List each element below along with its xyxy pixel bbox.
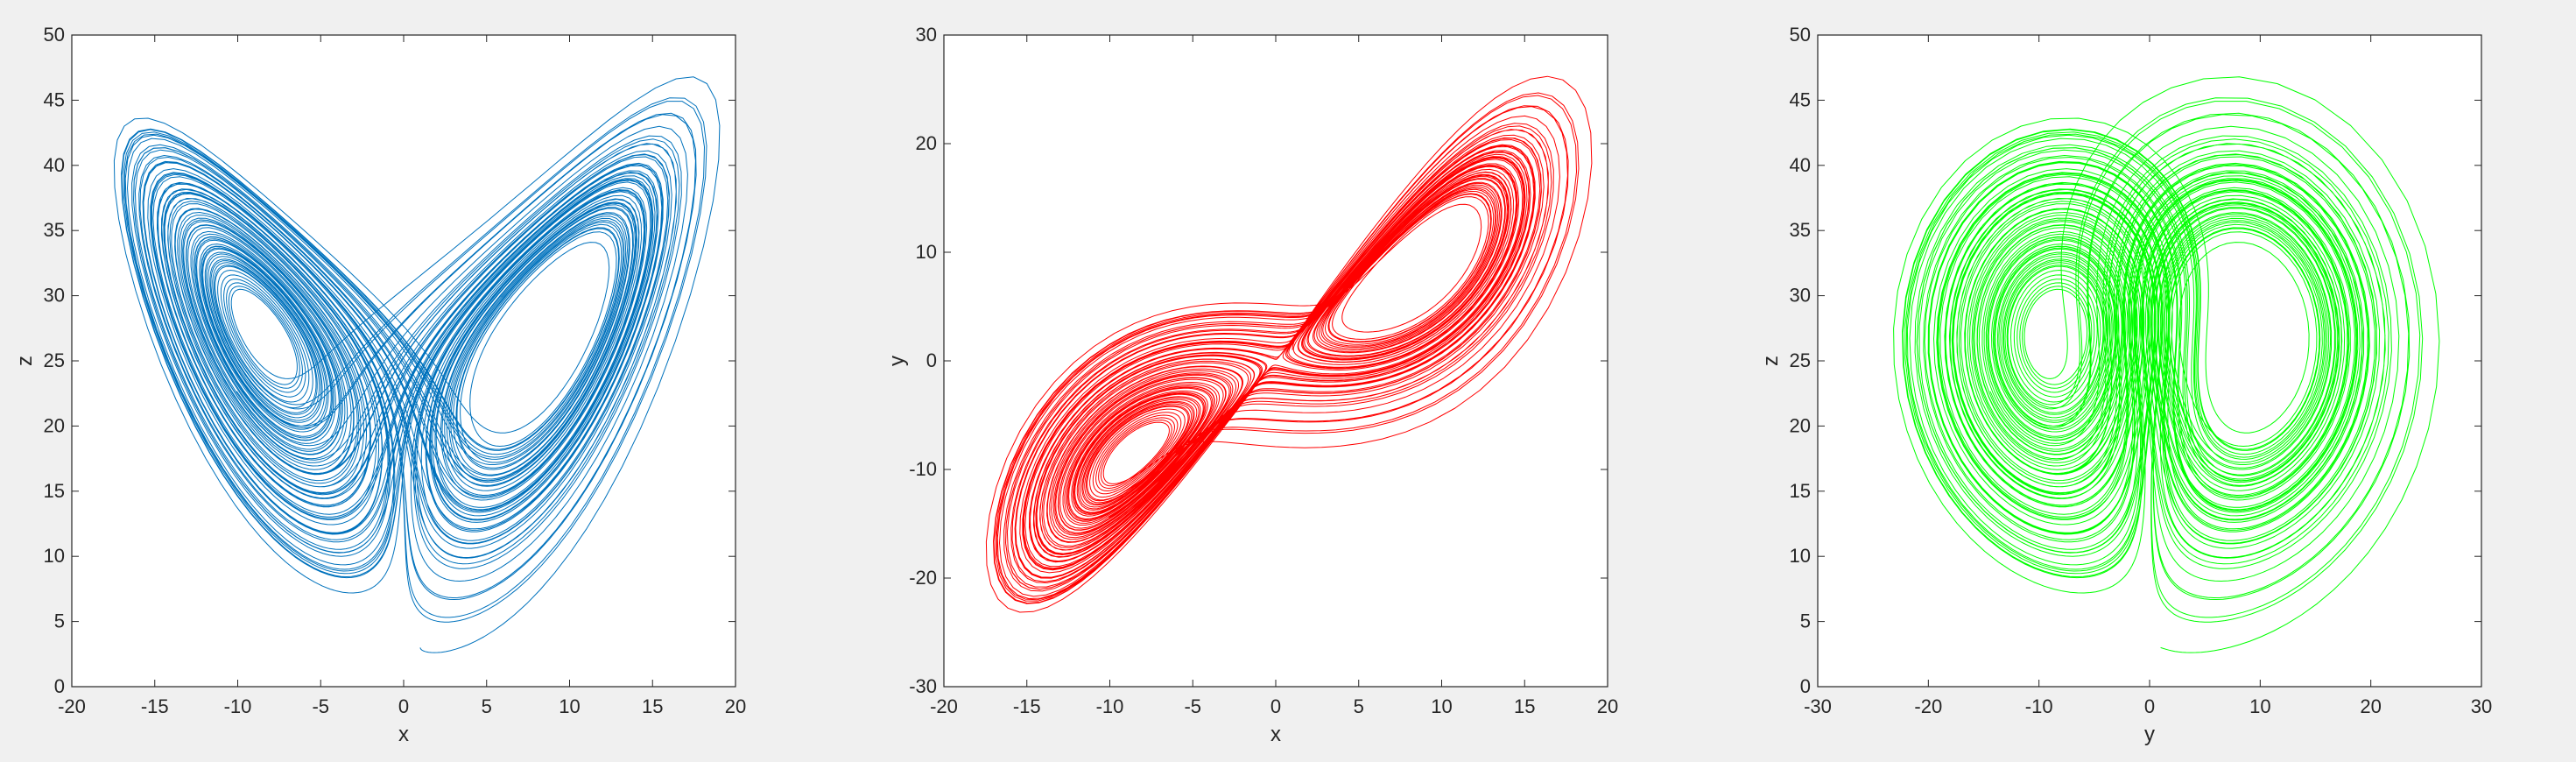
y-tick-label: 15 [1790, 480, 1811, 502]
x-axis-label-x-z: x [398, 723, 409, 746]
x-axis-label-x-y: x [1270, 723, 1281, 746]
x-tick-label: 15 [642, 695, 663, 717]
y-tick-label: 10 [44, 545, 65, 567]
trajectory-line [113, 76, 721, 653]
trajectory-y-z [1893, 76, 2440, 653]
x-tick-label: 15 [1514, 695, 1535, 717]
y-tick-label: 5 [54, 610, 65, 632]
x-tick-label: -5 [312, 695, 329, 717]
y-tick-label: 45 [1790, 88, 1811, 110]
y-tick-label: -30 [909, 675, 937, 697]
x-tick-label: -10 [1096, 695, 1124, 717]
x-tick-label: 20 [725, 695, 746, 717]
x-tick-label: 20 [1597, 695, 1618, 717]
x-tick-label: -5 [1184, 695, 1201, 717]
trajectory-line [1893, 76, 2440, 653]
y-tick-label: 15 [44, 480, 65, 502]
x-tick-label: -30 [1804, 695, 1832, 717]
y-tick-label: 5 [1800, 610, 1811, 632]
y-tick-label: -20 [909, 567, 937, 589]
x-axis-label-y-z: y [2144, 723, 2155, 746]
x-tick-label: -10 [224, 695, 252, 717]
y-tick-label: 0 [1800, 675, 1811, 697]
y-tick-label: 0 [54, 675, 65, 697]
trajectory-x-z [113, 76, 721, 653]
y-tick-label: 50 [1790, 24, 1811, 46]
y-tick-label: 25 [1790, 349, 1811, 371]
x-tick-label: -20 [1914, 695, 1942, 717]
x-tick-label: -20 [930, 695, 958, 717]
y-tick-label: 40 [1790, 154, 1811, 176]
axes-x-z: -20 -15 -10 -5 0 5 10 15 2005101520253035404550 … [13, 24, 746, 746]
x-tick-label: 10 [2249, 695, 2270, 717]
x-tick-label: 0 [2144, 695, 2155, 717]
axes-box-x-y [943, 34, 1608, 688]
y-tick-label: 50 [44, 24, 65, 46]
x-tick-label: -10 [2025, 695, 2053, 717]
ticks-y-z: -30 -20 -10 0 10 20 30 0 5 10 15 20 25 30 35 40 45 50 [1790, 24, 2493, 717]
y-tick-label: -10 [909, 458, 937, 480]
axes-y-z: -30 -20 -10 0 10 20 30 0 5 10 15 20 25 30 35 40 45 50 y z [1759, 24, 2492, 746]
y-tick-label: 20 [44, 414, 65, 436]
y-axis-label-y-z: z [1759, 356, 1783, 366]
y-tick-label: 10 [1790, 545, 1811, 567]
plot-area-x-y [944, 35, 1608, 687]
y-tick-label: 30 [44, 285, 65, 307]
y-tick-label: 30 [916, 24, 937, 46]
y-tick-label: 10 [916, 241, 937, 263]
x-tick-label: 0 [398, 695, 409, 717]
y-tick-label: 25 [44, 349, 65, 371]
axes-box-y-z [1817, 34, 2482, 688]
x-tick-label: -15 [141, 695, 169, 717]
y-tick-label: 20 [916, 132, 937, 154]
y-axis-label-x-y: y [885, 356, 909, 366]
x-tick-label: 20 [2360, 695, 2381, 717]
x-tick-label: 10 [1431, 695, 1452, 717]
x-tick-label: -15 [1013, 695, 1041, 717]
y-tick-label: 40 [44, 154, 65, 176]
ticks-x-z: -20 -15 -10 -5 0 5 10 15 20 0 5 10 15 20 25 30 35 40 45 50 [44, 24, 747, 717]
trajectory-x-y [985, 75, 1593, 613]
y-tick-label: 0 [926, 349, 937, 371]
y-tick-label: 35 [44, 219, 65, 241]
y-tick-label: 20 [1790, 414, 1811, 436]
y-tick-label: 30 [1790, 285, 1811, 307]
x-tick-label: -20 [58, 695, 86, 717]
x-tick-label: 5 [1354, 695, 1364, 717]
x-tick-label: 30 [2471, 695, 2492, 717]
y-tick-label: 35 [1790, 219, 1811, 241]
y-tick-label: 45 [44, 88, 65, 110]
axes-box-x-z [71, 34, 736, 688]
x-tick-label: 0 [1270, 695, 1281, 717]
y-axis-label-x-z: z [13, 356, 37, 366]
trajectory-line [985, 75, 1593, 613]
x-tick-label: 10 [559, 695, 580, 717]
x-tick-label: 5 [482, 695, 492, 717]
